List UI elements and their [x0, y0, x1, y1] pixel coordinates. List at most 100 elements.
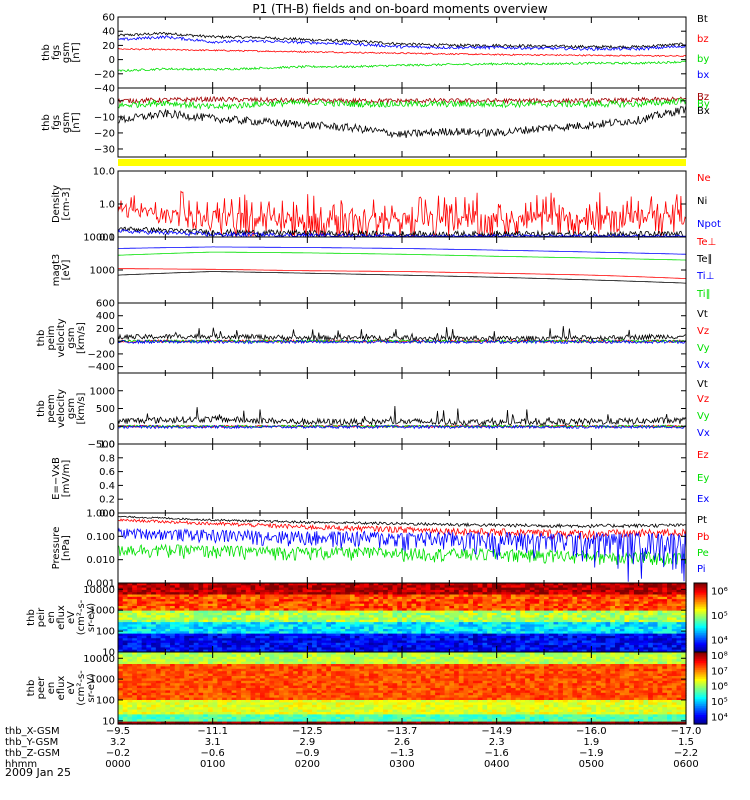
fgs-components-series-2	[117, 105, 687, 139]
bottom-col-5-row-1: 1.9	[583, 737, 599, 748]
density-series-0	[117, 190, 687, 237]
peim-velocity-ylabel-4: [km/s]	[76, 322, 87, 354]
fgs-total-ylabel-1: fgs	[51, 45, 62, 60]
bottom-col-4-row-1: 2.3	[489, 737, 505, 748]
pressure-legend-3: Pi	[697, 564, 706, 575]
density-legend-2: Npot	[697, 219, 721, 230]
peer-spectrogram-ytick-label-0: 10000	[83, 654, 115, 665]
fgs-components-ytick-label-2: −20	[94, 128, 115, 139]
peir-spectrogram-ylabel-1: peir	[36, 607, 47, 627]
fgs-components-legend-0: Bz	[697, 92, 709, 103]
fgs-total-series-2	[117, 60, 687, 72]
peir-spectrogram-ytick-label-0: 10000	[83, 585, 115, 596]
peem-velocity-legend-1: Vz	[697, 394, 709, 405]
pressure-legend-2: Pe	[697, 548, 709, 559]
peim-velocity-legend-0: Vt	[697, 309, 708, 320]
bottom-col-0-row-2: −0.2	[106, 748, 130, 759]
fgs-total-legend-0: Bt	[697, 14, 708, 25]
peer-spectrogram-cells	[118, 652, 687, 725]
bottom-col-3-row-1: 2.6	[394, 737, 410, 748]
pressure-series-3	[117, 527, 687, 582]
peim-velocity-ylabel-0: thb	[36, 330, 47, 347]
temperature-legend-2: Ti⊥	[696, 271, 714, 282]
efield-ylabel-1: [mV/m]	[61, 460, 72, 498]
peem-velocity-ytick-label-3: −500	[88, 440, 115, 451]
peim-velocity-series-3	[117, 339, 687, 345]
fgs-components-series-1	[117, 97, 687, 111]
bottom-col-1-row-1: 3.1	[205, 737, 221, 748]
density-ytick-label-0: 10.0	[93, 167, 115, 178]
efield-legend-1: Ey	[697, 473, 709, 484]
density-ytick-label-2: 0.1	[99, 233, 115, 244]
fgs-components-ytick-label-1: −10	[94, 112, 115, 123]
temperature-legend-1: Te∥	[696, 254, 713, 265]
peer-spectrogram-ytick-label-1: 1000	[90, 675, 115, 686]
peim-velocity-legend-1: Vz	[697, 326, 709, 337]
bottom-col-6-row-0: −17.0	[671, 726, 702, 737]
peir-spectrogram-ytick-label-2: 100	[96, 627, 115, 638]
peim-velocity-ytick-label-2: 200	[96, 324, 115, 335]
bottom-col-5-row-2: −1.9	[579, 748, 603, 759]
peer-spectrogram-ytick-label-3: 10	[102, 716, 115, 727]
bottom-col-1-row-0: −11.1	[197, 726, 228, 737]
bottom-col-2-row-1: 2.9	[299, 737, 315, 748]
bottom-col-4-row-3: 0400	[484, 759, 509, 770]
fgs-total-ytick-label-0: 60	[102, 13, 115, 24]
bottom-col-5-row-3: 0500	[579, 759, 604, 770]
peir-spectrogram-ylabel-5: (cm²-s-	[76, 599, 87, 635]
peir-spectrogram-ytick-label-1: 1000	[90, 606, 115, 617]
fgs-components-legend-2: Bx	[697, 106, 710, 117]
peem-velocity-ylabel-1: peem	[46, 394, 57, 422]
bottom-col-1-row-2: −0.6	[201, 748, 225, 759]
peer-spectrogram-ylabel-4: eV	[66, 681, 77, 694]
bottom-col-2-row-3: 0200	[295, 759, 320, 770]
fgs-components-ylabel-2: gsm	[61, 112, 72, 133]
bottom-row-label-3: hhmm	[5, 759, 37, 770]
peir-spectrogram-colorbar-label-0: 10⁶	[711, 586, 728, 597]
peer-spectrogram-ylabel-2: en	[46, 682, 57, 695]
density-legend-0: Ne	[697, 173, 711, 184]
fgs-total-series-1	[117, 47, 687, 58]
peim-velocity-ytick-label-4: −200	[88, 349, 115, 360]
fgs-components-ytick-label-0: 0	[109, 96, 115, 107]
bottom-col-6-row-3: 0600	[673, 759, 698, 770]
peim-velocity-legend-2: Vy	[697, 343, 710, 354]
peir-spectrogram-cells	[118, 583, 687, 653]
temperature-series-1	[118, 271, 686, 284]
fgs-total-ytick-label-4: −20	[94, 69, 115, 80]
bottom-col-0-row-1: 3.2	[110, 737, 126, 748]
pressure-legend-0: Pt	[697, 515, 707, 526]
bottom-col-2-row-0: −12.5	[292, 726, 323, 737]
efield-ytick-label-3: 0.4	[99, 481, 115, 492]
density-ytick-label-1: 1.0	[99, 200, 115, 211]
bottom-col-5-row-0: −16.0	[576, 726, 607, 737]
temperature-ytick-label-1: 1000	[90, 266, 115, 277]
bottom-col-6-row-1: 1.5	[678, 737, 694, 748]
bottom-col-4-row-2: −1.6	[485, 748, 509, 759]
peer-spectrogram-colorbar-label-3: 10⁵	[711, 697, 728, 708]
density-ylabel-1: [cm-3]	[61, 187, 72, 220]
bottom-col-4-row-0: −14.9	[481, 726, 512, 737]
peem-velocity-ytick-label-2: 0	[109, 422, 115, 433]
peer-spectrogram-colorbar-label-0: 10⁸	[711, 651, 728, 662]
temperature-series-2	[118, 246, 687, 255]
fgs-components-legend-1: By	[697, 99, 710, 110]
efield-legend-2: Ex	[697, 494, 709, 505]
peim-velocity-legend-3: Vx	[697, 360, 710, 371]
fgs-total-series-0	[117, 31, 687, 50]
bottom-col-1-row-3: 0100	[200, 759, 225, 770]
quality-flag-bar	[118, 159, 686, 166]
pressure-series-1	[117, 518, 687, 540]
efield-frame	[117, 443, 687, 514]
peem-velocity-ytick-label-0: 1000	[90, 386, 115, 397]
peir-spectrogram-ylabel-4: eV	[66, 611, 77, 624]
density-ylabel-0: Density	[51, 185, 62, 223]
peim-velocity-ytick-label-0: 600	[96, 299, 115, 310]
fgs-components-ytick-label-3: −30	[94, 144, 115, 155]
peer-spectrogram-colorbar-label-1: 10⁷	[711, 666, 728, 677]
efield-ytick-label-0: 1.0	[99, 440, 115, 451]
peir-spectrogram-ylabel-3: eflux	[56, 605, 67, 630]
peir-spectrogram-colorbar-label-2: 10⁴	[711, 636, 728, 647]
